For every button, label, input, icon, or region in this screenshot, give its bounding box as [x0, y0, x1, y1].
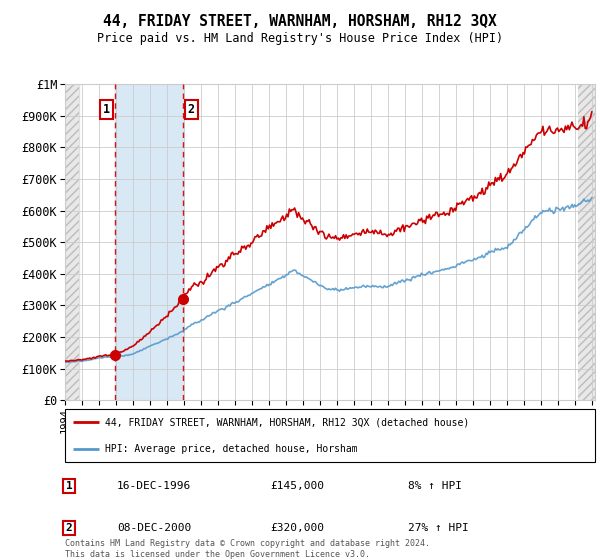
Text: 2: 2: [65, 523, 73, 533]
Text: 8% ↑ HPI: 8% ↑ HPI: [408, 481, 462, 491]
Text: 1: 1: [103, 103, 110, 116]
Text: 2: 2: [188, 103, 194, 116]
Bar: [578, 84, 595, 400]
Text: Contains HM Land Registry data © Crown copyright and database right 2024.
This d: Contains HM Land Registry data © Crown c…: [65, 539, 430, 559]
Bar: [115, 84, 182, 400]
Text: 44, FRIDAY STREET, WARNHAM, HORSHAM, RH12 3QX (detached house): 44, FRIDAY STREET, WARNHAM, HORSHAM, RH1…: [104, 417, 469, 427]
Text: £320,000: £320,000: [270, 523, 324, 533]
Bar: [65, 84, 79, 400]
Text: 08-DEC-2000: 08-DEC-2000: [117, 523, 191, 533]
Bar: [65, 84, 79, 400]
Text: 44, FRIDAY STREET, WARNHAM, HORSHAM, RH12 3QX: 44, FRIDAY STREET, WARNHAM, HORSHAM, RH1…: [103, 14, 497, 29]
Text: 27% ↑ HPI: 27% ↑ HPI: [408, 523, 469, 533]
Text: 1: 1: [65, 481, 73, 491]
Text: Price paid vs. HM Land Registry's House Price Index (HPI): Price paid vs. HM Land Registry's House …: [97, 32, 503, 45]
FancyBboxPatch shape: [65, 409, 595, 462]
Text: £145,000: £145,000: [270, 481, 324, 491]
Text: HPI: Average price, detached house, Horsham: HPI: Average price, detached house, Hors…: [104, 444, 357, 454]
Text: 16-DEC-1996: 16-DEC-1996: [117, 481, 191, 491]
